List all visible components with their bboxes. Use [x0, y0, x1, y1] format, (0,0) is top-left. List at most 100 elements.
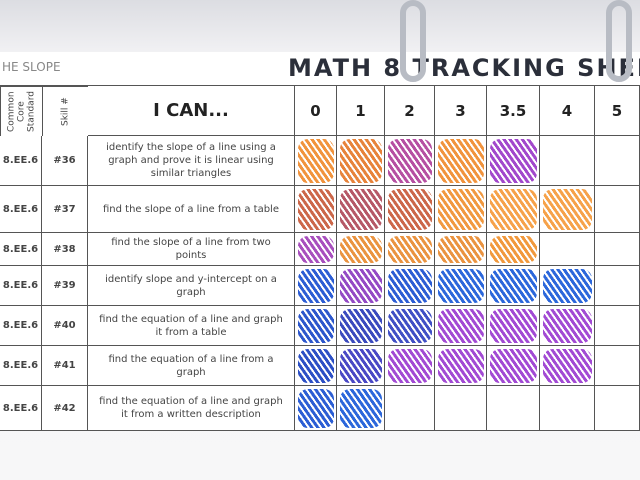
- score-cell: [487, 306, 540, 346]
- progress-mark: [438, 349, 484, 383]
- skill-cell: #42: [42, 386, 88, 431]
- progress-mark: [340, 309, 382, 343]
- score-cell: [435, 386, 487, 431]
- progress-mark: [438, 236, 484, 263]
- title-strip: [0, 52, 640, 86]
- skill-cell: #36: [42, 136, 88, 186]
- score-cell: [487, 233, 540, 266]
- progress-mark: [340, 269, 382, 303]
- progress-mark: [543, 269, 592, 303]
- score-cell: [385, 386, 435, 431]
- skill-cell: #41: [42, 346, 88, 386]
- progress-mark: [298, 309, 334, 343]
- score-cell: [540, 306, 595, 346]
- score-cell: [487, 346, 540, 386]
- can-cell: find the equation of a line and graph it…: [88, 386, 295, 431]
- standard-cell: 8.EE.6: [0, 136, 42, 186]
- score-cell: [295, 346, 337, 386]
- score-cell: [595, 306, 640, 346]
- progress-mark: [298, 269, 334, 303]
- progress-mark: [298, 189, 334, 230]
- score-cell: [295, 186, 337, 233]
- progress-mark: [438, 269, 484, 303]
- score-cell: [337, 346, 385, 386]
- score-cell: [540, 136, 595, 186]
- progress-mark: [490, 309, 537, 343]
- column-header: Skill #: [42, 86, 88, 136]
- score-cell: [385, 136, 435, 186]
- progress-mark: [543, 189, 592, 230]
- score-cell: [337, 266, 385, 306]
- column-header: I CAN...: [88, 86, 295, 136]
- score-cell: [295, 266, 337, 306]
- progress-mark: [388, 236, 432, 263]
- column-header: 3.5: [487, 86, 540, 136]
- progress-mark: [340, 236, 382, 263]
- can-cell: find the slope of a line from a table: [88, 186, 295, 233]
- progress-mark: [438, 309, 484, 343]
- score-cell: [435, 306, 487, 346]
- score-cell: [435, 186, 487, 233]
- score-cell: [595, 266, 640, 306]
- progress-mark: [543, 349, 592, 383]
- score-cell: [540, 266, 595, 306]
- progress-mark: [388, 189, 432, 230]
- score-cell: [435, 136, 487, 186]
- column-header: 4: [540, 86, 595, 136]
- score-cell: [487, 186, 540, 233]
- progress-mark: [388, 349, 432, 383]
- score-cell: [337, 186, 385, 233]
- score-cell: [295, 386, 337, 431]
- progress-mark: [490, 189, 537, 230]
- progress-mark: [490, 269, 537, 303]
- score-cell: [295, 306, 337, 346]
- column-header: 2: [385, 86, 435, 136]
- score-cell: [595, 346, 640, 386]
- standard-cell: 8.EE.6: [0, 233, 42, 266]
- skill-cell: #40: [42, 306, 88, 346]
- progress-mark: [388, 269, 432, 303]
- score-cell: [595, 186, 640, 233]
- score-cell: [595, 233, 640, 266]
- score-cell: [487, 266, 540, 306]
- standard-cell: 8.EE.6: [0, 306, 42, 346]
- title: MATH 8 TRACKING SHEE: [288, 54, 640, 82]
- score-cell: [295, 136, 337, 186]
- progress-mark: [388, 139, 432, 183]
- score-cell: [337, 136, 385, 186]
- column-header: 5: [595, 86, 640, 136]
- score-cell: [337, 233, 385, 266]
- binder-ring: [606, 0, 632, 82]
- progress-mark: [438, 139, 484, 183]
- score-cell: [487, 386, 540, 431]
- can-cell: find the equation of a line from a graph: [88, 346, 295, 386]
- progress-mark: [438, 189, 484, 230]
- progress-mark: [298, 389, 334, 428]
- score-cell: [540, 346, 595, 386]
- skill-cell: #39: [42, 266, 88, 306]
- score-cell: [337, 306, 385, 346]
- score-cell: [385, 306, 435, 346]
- score-cell: [595, 386, 640, 431]
- score-cell: [540, 386, 595, 431]
- score-cell: [540, 233, 595, 266]
- standard-cell: 8.EE.6: [0, 346, 42, 386]
- skill-cell: #38: [42, 233, 88, 266]
- progress-mark: [340, 139, 382, 183]
- progress-mark: [490, 236, 537, 263]
- progress-mark: [340, 349, 382, 383]
- standard-cell: 8.EE.6: [0, 266, 42, 306]
- standard-cell: 8.EE.6: [0, 386, 42, 431]
- progress-mark: [298, 139, 334, 183]
- progress-mark: [340, 189, 382, 230]
- progress-mark: [490, 139, 537, 183]
- score-cell: [337, 386, 385, 431]
- score-cell: [435, 266, 487, 306]
- can-cell: identify the slope of a line using a gra…: [88, 136, 295, 186]
- binder-ring: [400, 0, 426, 82]
- score-cell: [385, 233, 435, 266]
- column-header: 3: [435, 86, 487, 136]
- progress-mark: [388, 309, 432, 343]
- score-cell: [435, 233, 487, 266]
